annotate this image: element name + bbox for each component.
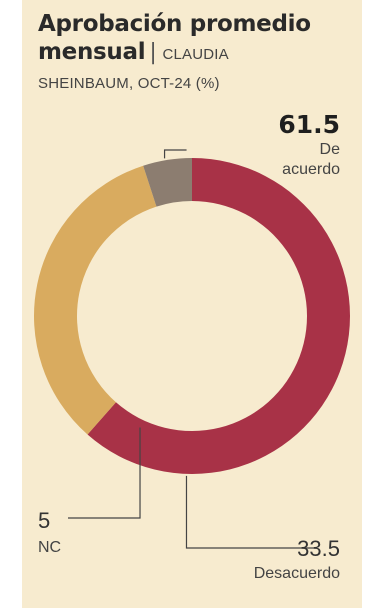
title-separator: | (149, 40, 157, 65)
value-label-nc: 5 (38, 508, 50, 533)
category-label-desacuerdo: Desacuerdo (254, 565, 340, 582)
donut-slice-de-acuerdo (87, 158, 350, 474)
donut-chart: 61.5 De acuerdo 33.5 Desacuerdo 5 NC (34, 110, 350, 582)
leader-line-nc (68, 427, 141, 519)
title-line-2: mensual | CLAUDIA (38, 38, 358, 69)
category-label-de-acuerdo-1: De (320, 141, 341, 158)
donut-slice-nc (143, 158, 192, 207)
title-subject-part1: CLAUDIA (162, 46, 229, 63)
category-label-de-acuerdo-2: acuerdo (282, 161, 340, 178)
leader-line-desacuerdo (185, 475, 316, 549)
value-label-desacuerdo: 33.5 (297, 536, 340, 561)
title-line-1: Aprobación promedio (38, 11, 311, 37)
leader-line-de-acuerdo (163, 149, 187, 159)
chart-card: Aprobación promedio mensual | CLAUDIA SHEI… (22, 0, 362, 608)
value-label-de-acuerdo: 61.5 (278, 110, 340, 139)
donut-slice-desacuerdo (34, 165, 157, 435)
chart-title: Aprobación promedio mensual | CLAUDIA SHEI… (38, 10, 358, 92)
title-bold-word: mensual (38, 39, 146, 65)
category-label-nc: NC (38, 539, 61, 556)
chart-subtitle: SHEINBAUM, OCT-24 (%) (38, 75, 220, 92)
